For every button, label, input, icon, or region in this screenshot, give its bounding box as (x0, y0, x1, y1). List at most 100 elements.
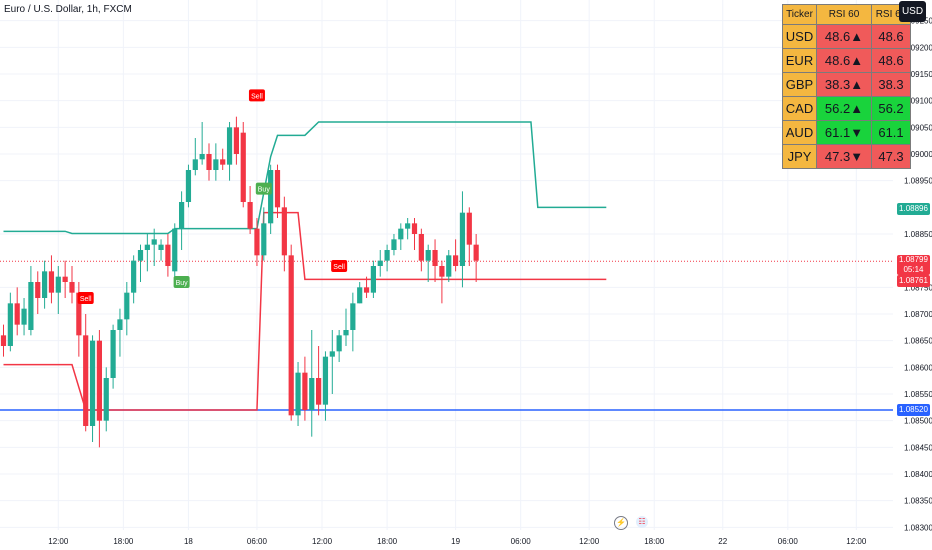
rsi-row-usd: USD 48.6▲ 48.6 (782, 24, 911, 49)
rsi-table-body: USD 48.6▲ 48.6 EUR 48.6▲ 48.6 GBP 38.3▲ 38.3 CAD 5… (782, 24, 911, 169)
candle-body (103, 378, 109, 421)
candle-body (89, 340, 96, 426)
candle-body (411, 223, 418, 234)
x-tick-label: 18:00 (644, 537, 665, 546)
candle-body (7, 303, 13, 346)
signal-text: Buy (258, 187, 271, 194)
candle-body (21, 308, 27, 325)
signal-badge (255, 182, 272, 195)
candle-body (425, 250, 431, 261)
signal-badge (331, 260, 348, 272)
candle-body (268, 170, 274, 224)
candle-body (110, 330, 116, 378)
candle-body (288, 255, 294, 416)
candle-body (42, 271, 48, 298)
rsi-value-cell: 48.6▲ (816, 24, 872, 49)
candle-body (199, 154, 205, 160)
candle-body (0, 335, 7, 346)
candle-body (206, 154, 212, 170)
candle-body (295, 372, 301, 416)
candle-body (144, 244, 150, 250)
price-tag-value: 1.08761 (899, 276, 928, 286)
rsi-ticker-cell: GBP (782, 72, 817, 97)
rsi-value-cell: 47.3 (871, 144, 911, 169)
price-tag: 1.08896 (897, 203, 930, 216)
candle-body (446, 255, 452, 277)
signal-text: Buy (176, 280, 189, 287)
y-tick-label: 1.08750 (904, 283, 932, 292)
candle-body (384, 250, 390, 261)
candle-body (466, 212, 472, 245)
candle-body (398, 228, 404, 240)
x-tick-label: 12:00 (846, 537, 867, 546)
y-tick-label: 1.08850 (904, 230, 932, 239)
y-tick-label: 1.08350 (904, 497, 932, 506)
y-tick-label: 1.08300 (904, 523, 932, 532)
candle-body (343, 330, 349, 336)
candle-body (370, 266, 376, 293)
y-tick-label: 1.09050 (904, 123, 932, 132)
rsi-value-cell: 48.6▲ (816, 48, 872, 73)
rsi-value-cell: 56.2▲ (816, 96, 872, 121)
buy-signal-label: Buy (173, 276, 190, 288)
rsi-row-eur: EUR 48.6▲ 48.6 (782, 48, 911, 73)
y-tick-label: 1.09000 (904, 150, 932, 159)
y-tick-label: 1.08950 (904, 177, 932, 186)
rsi-table-header: Ticker RSI 60 RSI 60 (782, 4, 911, 25)
supertrend-upper-line (3, 121, 607, 235)
rsi-row-gbp: GBP 38.3▲ 38.3 (782, 72, 911, 97)
currency-badge[interactable]: USD (899, 1, 926, 22)
x-tick-label: 12:00 (312, 537, 333, 546)
rsi-ticker-cell: EUR (782, 48, 817, 73)
supertrend-lower-line (3, 211, 607, 411)
rsi-value-cell: 38.3 (871, 72, 911, 97)
signal-badge (248, 89, 265, 102)
sell-signal-label: Sell (331, 260, 348, 272)
rsi-value-cell: 61.1▼ (816, 120, 872, 145)
candle-body (405, 223, 411, 229)
candle-body (76, 292, 82, 336)
candle-body (48, 271, 55, 293)
y-tick-label: 1.09200 (904, 43, 932, 52)
candle-body (432, 250, 438, 266)
candle-body (363, 287, 370, 293)
lightning-icon[interactable]: ⚡ (614, 516, 628, 530)
candle-body (391, 239, 397, 250)
y-tick-label: 1.08700 (904, 310, 932, 319)
y-tick-label: 1.08600 (904, 363, 932, 372)
rsi-value-cell: 56.2 (871, 96, 911, 121)
candle-body (226, 127, 233, 165)
candle-body (274, 170, 281, 208)
candle-body (69, 282, 75, 293)
x-tick-label: 18 (184, 537, 193, 546)
rsi-value-cell: 47.3▼ (816, 144, 872, 169)
rsi-value-cell: 61.1 (871, 120, 911, 145)
y-tick-label: 1.08550 (904, 390, 932, 399)
x-tick-label: 19 (451, 537, 460, 546)
y-tick-label: 1.08400 (904, 470, 932, 479)
sell-signal-label: Sell (77, 292, 94, 304)
price-tag: 1.08761 (897, 275, 930, 288)
rsi-value-cell: 38.3▲ (816, 72, 872, 97)
signal-text: Sell (251, 93, 263, 100)
x-tick-label: 06:00 (247, 537, 268, 546)
candle-body (172, 228, 178, 272)
rsi-header-ticker: Ticker (782, 4, 817, 25)
candle-body (309, 378, 315, 410)
signal-text: Sell (333, 264, 345, 271)
candle-body (322, 356, 329, 405)
price-tag-value: 1.08520 (899, 405, 928, 414)
candle-body (357, 287, 363, 304)
rsi-row-aud: AUD 61.1▼ 61.1 (782, 120, 911, 145)
buy-signal-label: Buy (255, 182, 272, 195)
candle-body (453, 255, 459, 266)
candle-body (418, 234, 424, 261)
candle-body (131, 260, 137, 293)
candle-body (329, 351, 335, 357)
candle-body (254, 228, 260, 256)
candle-body (281, 207, 287, 256)
candle-body (151, 239, 157, 245)
rsi-ticker-cell: USD (782, 24, 817, 49)
candle-body (261, 223, 267, 256)
flag-icon[interactable]: ☷ (636, 516, 648, 528)
